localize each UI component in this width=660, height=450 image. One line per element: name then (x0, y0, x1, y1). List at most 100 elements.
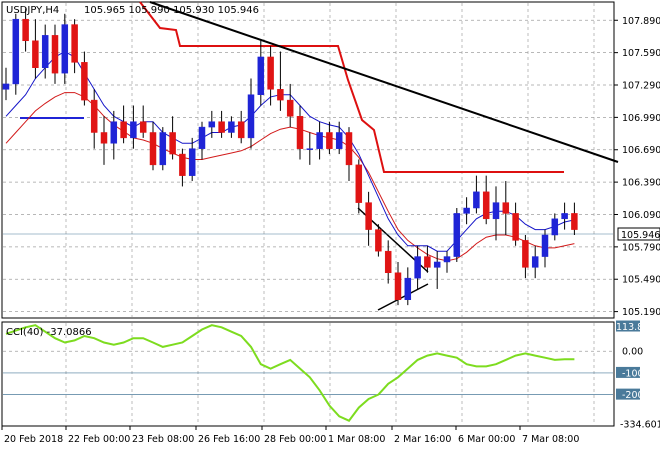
candle (433, 251, 441, 289)
candle (306, 132, 314, 165)
candle (169, 116, 176, 160)
candle-body (120, 121, 127, 139)
candle-body (551, 218, 559, 236)
candle-body (32, 40, 39, 68)
candle (335, 121, 343, 155)
time-tick-label: 28 Feb 00:00 (264, 434, 326, 445)
candle (188, 137, 196, 182)
candle-body (522, 240, 529, 268)
ohlc-readout: 105.965 105.990 105.930 105.946 (84, 5, 259, 16)
price-tick-label: 105.190 (622, 307, 660, 318)
candle (531, 245, 539, 279)
candle (130, 105, 137, 149)
price-tick-label: 106.990 (622, 113, 660, 124)
cci-line (5, 324, 575, 422)
candle (296, 105, 304, 160)
time-tick-label: 7 Mar 08:00 (522, 434, 579, 445)
candle (267, 46, 274, 106)
cci-tick-badge (616, 320, 640, 332)
candle-body (61, 24, 69, 74)
candle (414, 245, 421, 289)
candle (247, 78, 255, 149)
candle (139, 105, 147, 138)
candle (12, 13, 20, 95)
candle-body (453, 213, 461, 257)
cci-tick-badge (616, 388, 640, 400)
candle (228, 116, 235, 138)
candle (32, 19, 39, 79)
candle-body (81, 62, 88, 101)
candle-body (218, 121, 225, 133)
candle (198, 121, 206, 160)
candle (90, 89, 98, 149)
time-tick-label: 2 Mar 16:00 (394, 434, 451, 445)
time-tick-label: 22 Feb 00:00 (68, 434, 130, 445)
candle-body (355, 164, 363, 203)
time-tick-label: 26 Feb 16:00 (198, 434, 260, 445)
candle-body (404, 277, 412, 300)
candle (502, 181, 510, 235)
candle (571, 202, 578, 235)
candle-body (463, 207, 470, 214)
candle-body (12, 18, 20, 85)
price-tick-label: 105.790 (622, 242, 660, 253)
candle-body (443, 256, 451, 263)
candle-body (51, 35, 59, 74)
candle (443, 251, 451, 273)
candle (237, 110, 245, 144)
candle-body (286, 99, 294, 117)
time-tick-label: 1 Mar 08:00 (328, 434, 385, 445)
candle-body (424, 256, 431, 268)
chart-title: USDJPY,H4 (6, 5, 59, 16)
candle-body (179, 153, 186, 176)
candle-body (159, 132, 167, 166)
current-price-label: 105.946 (621, 230, 660, 241)
price-tick-label: 106.390 (622, 178, 660, 189)
candle (120, 105, 127, 144)
candle (541, 229, 549, 268)
candle-body (335, 132, 343, 149)
candle (551, 213, 559, 241)
cci-tick-label: -334.6015 (620, 419, 660, 430)
candle-body (277, 89, 284, 101)
candle (149, 121, 157, 171)
ma-slow-line (5, 92, 575, 262)
candle-body (41, 35, 49, 68)
candle-body (139, 121, 147, 133)
candle (404, 267, 412, 306)
candle-body (188, 148, 196, 176)
price-tick-label: 107.890 (622, 16, 660, 27)
downtrend-line (149, 1, 619, 163)
candle (316, 121, 323, 160)
price-tick-label: 107.590 (622, 48, 660, 59)
cci-layer (5, 324, 575, 422)
candle (81, 51, 88, 106)
indicator-frame (1, 321, 615, 427)
cci-tick-label: -100 (622, 368, 644, 379)
candle-body (473, 191, 480, 209)
candle (384, 240, 392, 284)
candle (424, 245, 431, 273)
candle-body (228, 121, 235, 133)
candle-body (296, 116, 304, 149)
cci-tick-badge (616, 366, 640, 378)
candle-body (326, 132, 333, 149)
candle (286, 83, 294, 128)
candle-body (267, 56, 274, 90)
candle-body (149, 132, 157, 166)
candle-body (482, 191, 490, 220)
candle-body (208, 121, 216, 128)
candle (375, 224, 382, 257)
time-axis: 20 Feb 2018 22 Feb 00:00 23 Feb 08:00 26 Fe… (1, 426, 579, 445)
candle-body (394, 272, 402, 300)
candle-body (502, 202, 510, 214)
time-tick-label: 23 Feb 08:00 (132, 434, 194, 445)
candle-body (384, 250, 392, 274)
candle (51, 24, 59, 84)
candle (365, 191, 372, 246)
candle (179, 148, 186, 187)
price-tick-label: 106.690 (622, 145, 660, 156)
price-tick-label: 107.290 (622, 81, 660, 92)
candle (473, 175, 480, 214)
